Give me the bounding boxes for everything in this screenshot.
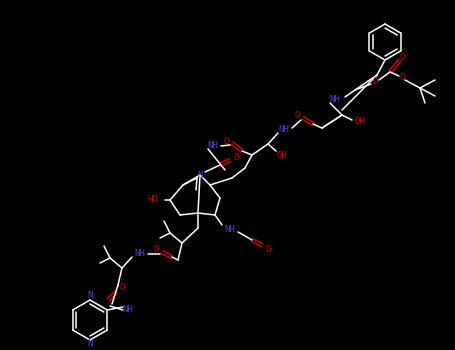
Text: O: O [119,282,125,292]
Text: NH: NH [329,96,340,105]
Text: HO: HO [147,196,158,204]
Text: N: N [87,340,93,349]
Text: O: O [399,54,404,63]
Text: O: O [223,136,229,146]
Text: NH: NH [225,225,235,234]
Text: O: O [233,153,239,161]
Text: NH: NH [135,250,146,259]
Text: O: O [372,77,378,86]
Text: NH: NH [207,141,218,150]
Text: N: N [197,170,202,180]
Text: O: O [294,111,300,119]
Text: O: O [265,245,271,253]
Text: N: N [87,292,93,301]
Text: OH: OH [354,118,365,126]
Text: NH: NH [278,126,289,134]
Text: O: O [153,245,159,254]
Text: NH: NH [123,306,133,315]
Text: O: O [399,74,404,83]
Text: OH: OH [277,150,288,160]
